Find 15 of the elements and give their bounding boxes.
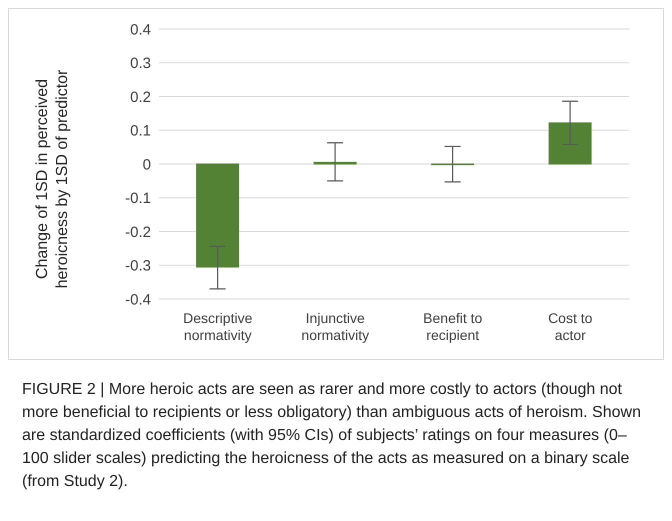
y-tick-label: -0.2 <box>125 224 151 241</box>
caption: FIGURE 2 | More heroic acts are seen as rarer and more costly to actors (though not more beneficial to recipients or less obligatory) than ambiguous acts of heroism. Shown are standardized coefficients (with 95% CIs) of subjects’ ratings on four measures (0–100 slider scales) predicting the heroicness of the acts as measured on a binary scale (from Study 2). <box>21 380 642 492</box>
x-tick-label: Cost to actor <box>548 310 593 343</box>
x-tick-label: Injunctive normativity <box>301 310 370 343</box>
x-tick-label: Descriptive normativity <box>183 310 253 343</box>
y-tick-label: -0.4 <box>125 291 151 308</box>
y-tick-label: 0.2 <box>130 88 151 106</box>
y-tick-label: 0.3 <box>130 55 151 72</box>
y-tick-label: 0 <box>142 156 151 174</box>
y-axis-title: Change of 1SD in perceived heroicness by 1SD of predictor <box>33 68 72 290</box>
y-tick-label: 0.1 <box>130 122 151 140</box>
x-tick-label: Benefit to recipient <box>423 310 483 343</box>
y-tick-label: -0.3 <box>125 258 151 275</box>
y-tick-label: 0.4 <box>130 21 151 38</box>
y-tick-label: -0.1 <box>125 190 151 208</box>
